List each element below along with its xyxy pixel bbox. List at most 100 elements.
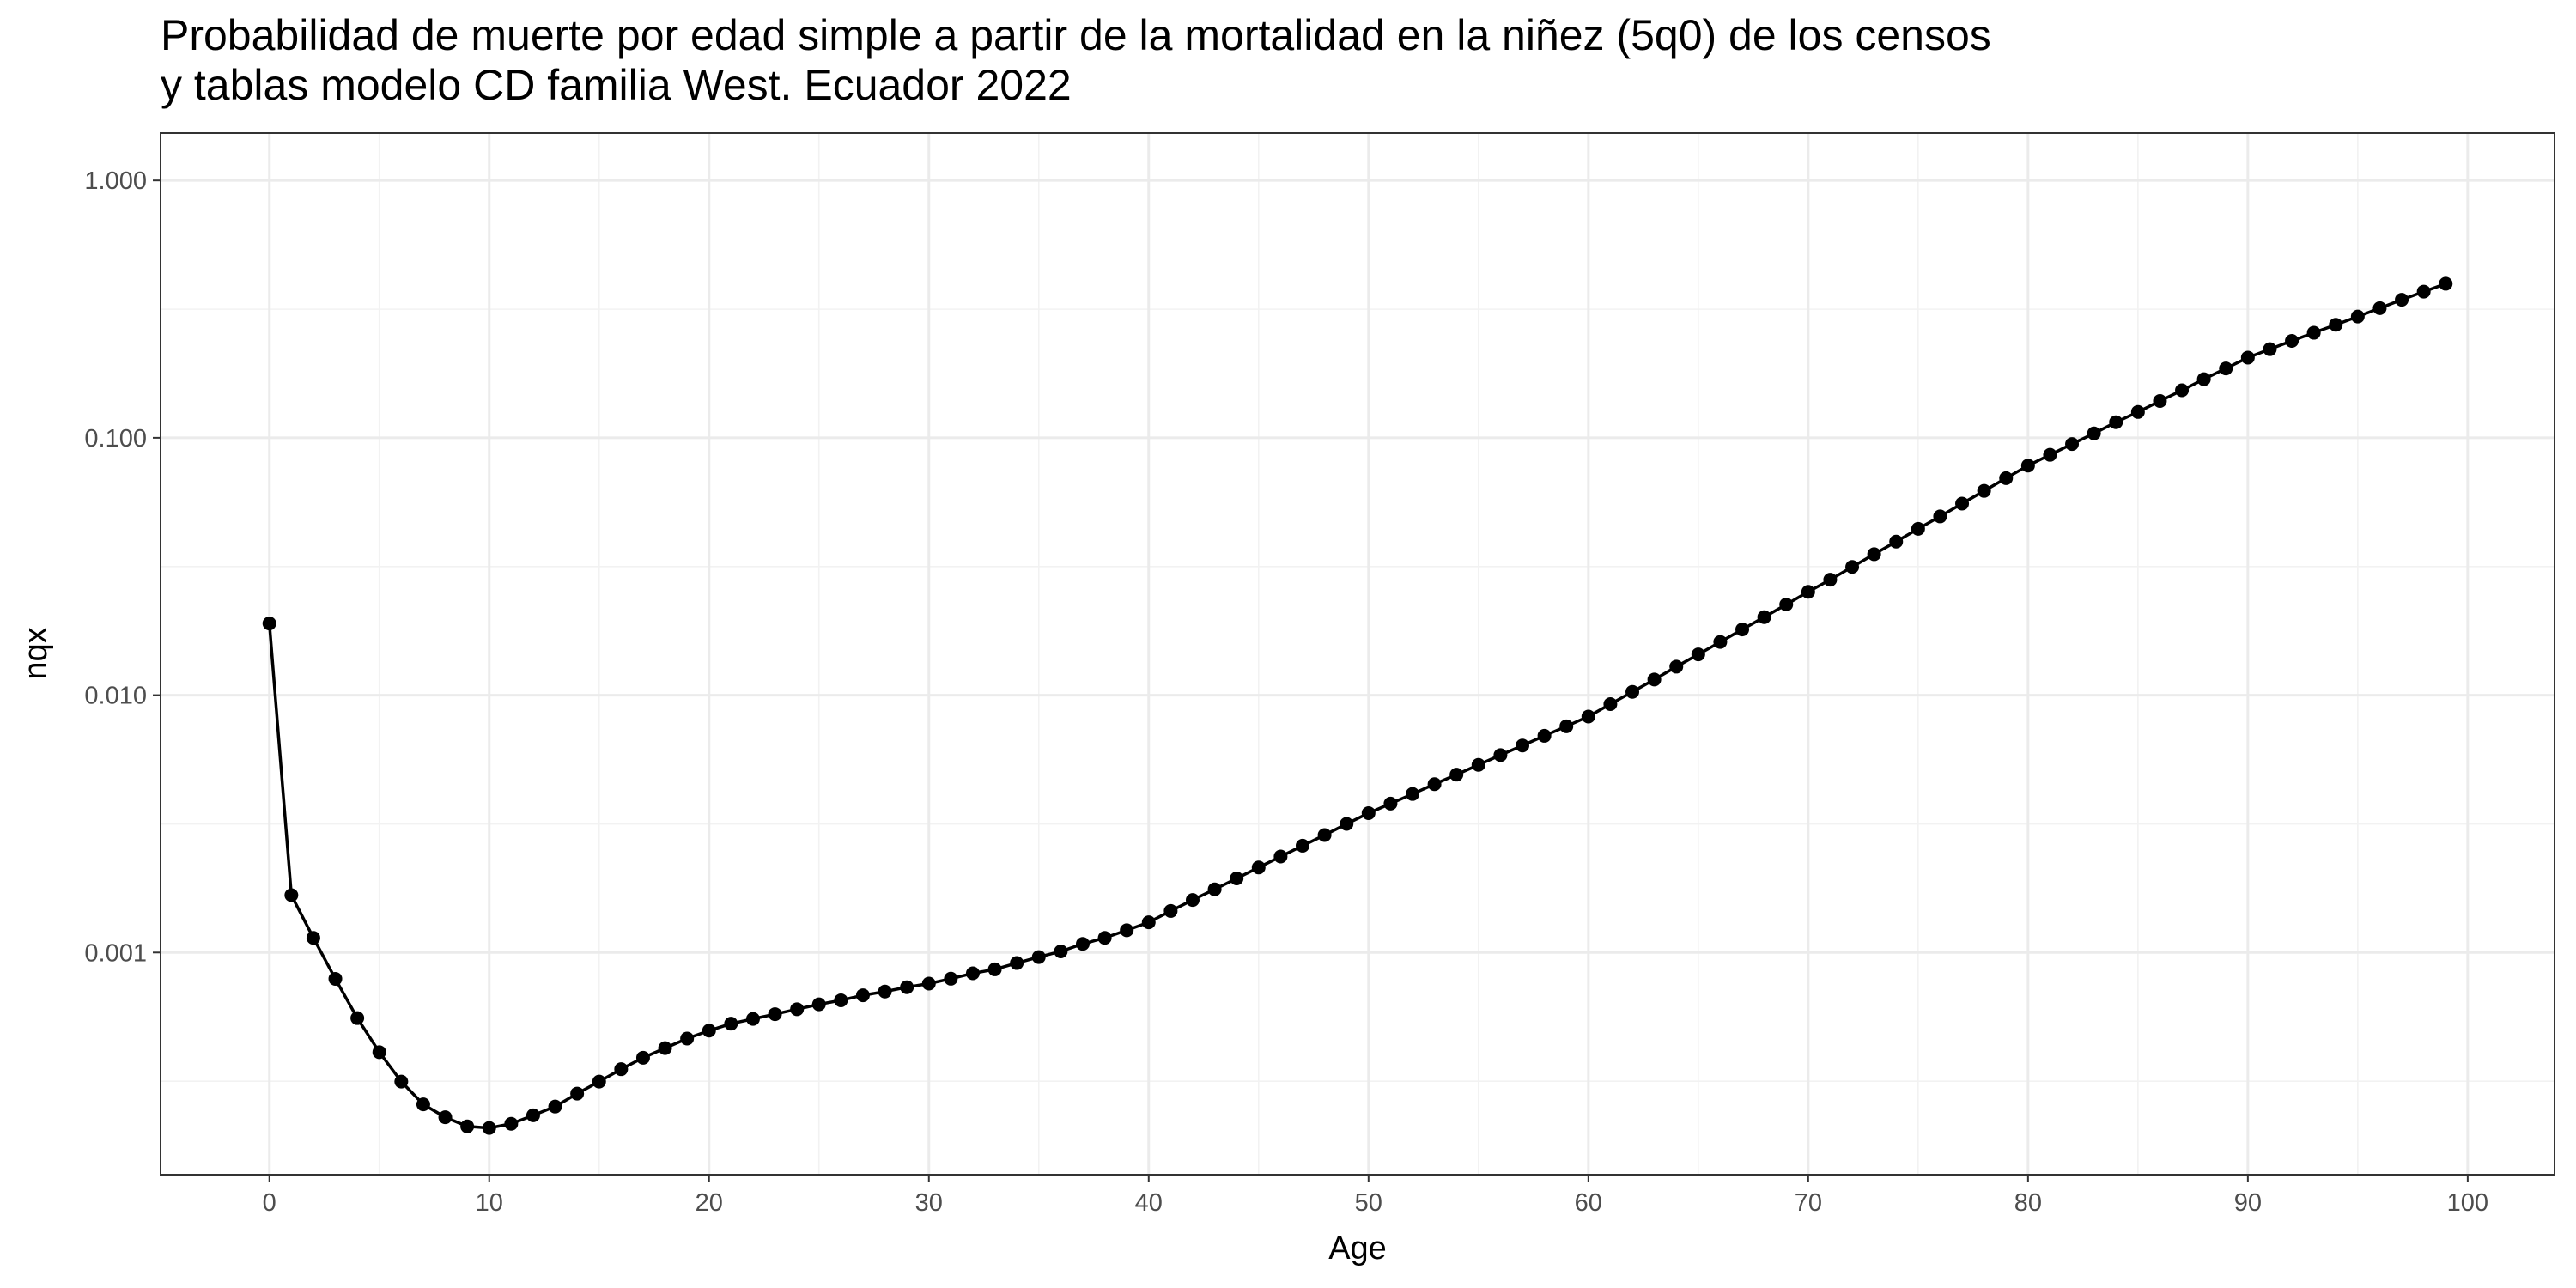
data-point: [1163, 903, 1178, 918]
data-point: [570, 1086, 585, 1101]
data-point: [1471, 757, 1485, 772]
data-point: [306, 931, 320, 945]
data-point: [482, 1121, 496, 1135]
data-point: [1625, 684, 1640, 699]
data-point: [460, 1119, 475, 1133]
data-point: [1251, 860, 1266, 875]
x-tick-label: 10: [476, 1189, 503, 1217]
data-point: [438, 1110, 453, 1125]
data-point: [1273, 849, 1288, 864]
data-point: [724, 1017, 738, 1031]
data-point: [987, 962, 1002, 976]
data-point: [1669, 659, 1684, 674]
data-point: [1406, 787, 1420, 801]
data-point: [1559, 719, 1574, 733]
x-tick-label: 20: [696, 1189, 723, 1217]
x-tick-label: 40: [1135, 1189, 1163, 1217]
data-point: [2175, 383, 2190, 398]
data-point: [1977, 483, 1991, 498]
data-point: [1141, 915, 1156, 930]
data-point: [2263, 342, 2277, 356]
data-point: [1493, 748, 1508, 762]
data-point: [614, 1062, 629, 1077]
data-point: [834, 993, 848, 1007]
data-point: [2350, 309, 2365, 324]
data-point: [790, 1002, 805, 1017]
x-tick-label: 0: [263, 1189, 276, 1217]
data-point: [1713, 635, 1728, 649]
data-point: [2439, 276, 2453, 291]
data-point: [1361, 805, 1376, 820]
data-point: [1120, 923, 1134, 938]
panel-border: [160, 132, 2555, 1176]
data-point: [2043, 447, 2057, 462]
data-point: [2109, 415, 2123, 429]
data-point: [284, 888, 299, 902]
data-point: [2130, 404, 2145, 419]
data-point: [1427, 777, 1442, 792]
data-point: [1933, 509, 1947, 524]
data-point: [1735, 623, 1750, 637]
data-point: [878, 984, 892, 999]
data-point: [1889, 534, 1904, 549]
data-point: [1207, 882, 1222, 896]
data-point: [658, 1041, 672, 1055]
data-point: [900, 980, 914, 994]
data-point: [1054, 944, 1068, 958]
data-point: [1185, 893, 1200, 908]
data-point: [1691, 647, 1705, 662]
data-point: [2395, 293, 2409, 307]
data-point: [2372, 301, 2387, 315]
data-point: [2219, 361, 2233, 376]
chart-title: Probabilidad de muerte por edad simple a…: [161, 11, 1991, 59]
data-point: [1757, 610, 1771, 624]
x-tick-label: 100: [2447, 1189, 2488, 1217]
data-point: [2306, 325, 2321, 340]
data-point: [394, 1074, 409, 1089]
data-point: [1911, 521, 1925, 536]
data-point: [328, 971, 343, 986]
y-tick-label: 1.000: [84, 167, 147, 195]
x-tick-label: 80: [2014, 1189, 2042, 1217]
data-point: [1603, 697, 1618, 712]
data-point: [745, 1012, 760, 1026]
data-point: [855, 988, 870, 1003]
data-point: [1801, 585, 1815, 599]
y-tick-label: 0.001: [84, 939, 147, 967]
data-point: [2087, 426, 2101, 440]
x-tick-label: 50: [1355, 1189, 1382, 1217]
data-point: [2285, 334, 2300, 349]
data-point: [1449, 768, 1464, 782]
data-point: [1097, 931, 1112, 945]
data-point: [1647, 672, 1662, 687]
y-tick-label: 0.100: [84, 425, 147, 453]
data-point: [1823, 573, 1838, 587]
data-point: [1383, 796, 1398, 811]
data-point: [1867, 547, 1881, 562]
data-point: [1075, 937, 1090, 951]
data-point: [1955, 496, 1970, 511]
x-tick-label: 70: [1795, 1189, 1822, 1217]
data-point: [811, 997, 826, 1012]
data-point: [1537, 728, 1552, 743]
data-point: [2196, 372, 2211, 386]
data-point: [1581, 709, 1595, 724]
data-point: [635, 1050, 650, 1065]
chart-title: y tablas modelo CD familia West. Ecuador…: [161, 61, 1072, 109]
data-point: [2065, 437, 2080, 452]
data-point: [1031, 950, 1046, 964]
x-tick-label: 30: [915, 1189, 943, 1217]
data-point: [702, 1024, 716, 1038]
y-axis-title: nqx: [18, 627, 54, 679]
data-point: [548, 1099, 562, 1114]
data-point: [2020, 459, 2035, 473]
data-point: [1999, 471, 2014, 485]
data-point: [921, 976, 936, 991]
data-point: [768, 1007, 782, 1022]
data-point: [1845, 560, 1860, 574]
data-point: [2416, 284, 2431, 299]
data-point: [2329, 318, 2343, 332]
x-tick-label: 90: [2234, 1189, 2262, 1217]
data-point: [592, 1074, 606, 1089]
